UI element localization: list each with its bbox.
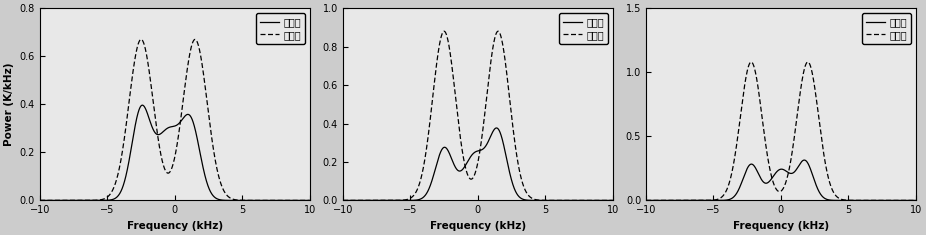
实测谱 bbox=[441, 147, 452, 150]
理论谱 bbox=[744, 63, 755, 65]
实测谱 bbox=[453, 169, 464, 172]
实测谱 bbox=[81, 199, 93, 202]
Line: 实测谱: 实测谱 bbox=[646, 160, 916, 200]
理论谱 bbox=[138, 41, 149, 44]
理论谱 bbox=[602, 199, 613, 202]
理论谱 bbox=[439, 30, 450, 33]
X-axis label: Frequency (kHz): Frequency (kHz) bbox=[127, 221, 223, 231]
理论谱 bbox=[337, 199, 348, 202]
Legend: 实测谱, 理论谱: 实测谱, 理论谱 bbox=[559, 13, 607, 44]
实测谱 bbox=[137, 104, 148, 106]
Line: 理论谱: 理论谱 bbox=[646, 62, 916, 200]
实测谱 bbox=[876, 199, 887, 202]
实测谱 bbox=[337, 199, 348, 202]
实测谱 bbox=[905, 199, 916, 202]
理论谱 bbox=[150, 116, 161, 119]
Line: 实测谱: 实测谱 bbox=[40, 105, 309, 200]
理论谱 bbox=[369, 199, 380, 202]
理论谱 bbox=[756, 109, 767, 112]
理论谱 bbox=[671, 199, 682, 202]
实测谱 bbox=[607, 199, 619, 202]
Legend: 实测谱, 理论谱: 实测谱, 理论谱 bbox=[257, 13, 305, 44]
理论谱 bbox=[607, 199, 619, 202]
实测谱 bbox=[756, 177, 767, 180]
理论谱 bbox=[304, 199, 315, 202]
理论谱 bbox=[384, 199, 395, 202]
理论谱 bbox=[441, 33, 452, 36]
实测谱 bbox=[687, 199, 698, 202]
实测谱 bbox=[150, 131, 161, 134]
X-axis label: Frequency (kHz): Frequency (kHz) bbox=[732, 221, 829, 231]
实测谱 bbox=[34, 199, 45, 202]
Y-axis label: Power (K/kHz): Power (K/kHz) bbox=[4, 63, 14, 146]
理论谱 bbox=[573, 199, 584, 202]
Line: 理论谱: 理论谱 bbox=[40, 39, 309, 200]
理论谱 bbox=[910, 199, 921, 202]
理论谱 bbox=[876, 199, 887, 202]
实测谱 bbox=[744, 164, 755, 167]
理论谱 bbox=[81, 199, 93, 202]
理论谱 bbox=[905, 199, 916, 202]
实测谱 bbox=[369, 199, 380, 202]
实测谱 bbox=[299, 199, 310, 202]
Line: 理论谱: 理论谱 bbox=[343, 31, 613, 200]
实测谱 bbox=[573, 199, 584, 202]
理论谱 bbox=[745, 61, 757, 63]
实测谱 bbox=[65, 199, 76, 202]
实测谱 bbox=[671, 199, 682, 202]
理论谱 bbox=[641, 199, 652, 202]
实测谱 bbox=[641, 199, 652, 202]
实测谱 bbox=[304, 199, 315, 202]
实测谱 bbox=[269, 199, 281, 202]
实测谱 bbox=[138, 104, 149, 107]
实测谱 bbox=[799, 159, 810, 161]
理论谱 bbox=[687, 199, 698, 202]
理论谱 bbox=[135, 38, 146, 41]
理论谱 bbox=[34, 199, 45, 202]
实测谱 bbox=[384, 199, 395, 202]
Legend: 实测谱, 理论谱: 实测谱, 理论谱 bbox=[862, 13, 911, 44]
理论谱 bbox=[453, 119, 464, 122]
实测谱 bbox=[910, 199, 921, 202]
X-axis label: Frequency (kHz): Frequency (kHz) bbox=[430, 221, 526, 231]
Line: 实测谱: 实测谱 bbox=[343, 128, 613, 200]
实测谱 bbox=[491, 126, 502, 129]
实测谱 bbox=[602, 199, 613, 202]
理论谱 bbox=[269, 199, 281, 202]
理论谱 bbox=[65, 199, 76, 202]
理论谱 bbox=[299, 199, 310, 202]
